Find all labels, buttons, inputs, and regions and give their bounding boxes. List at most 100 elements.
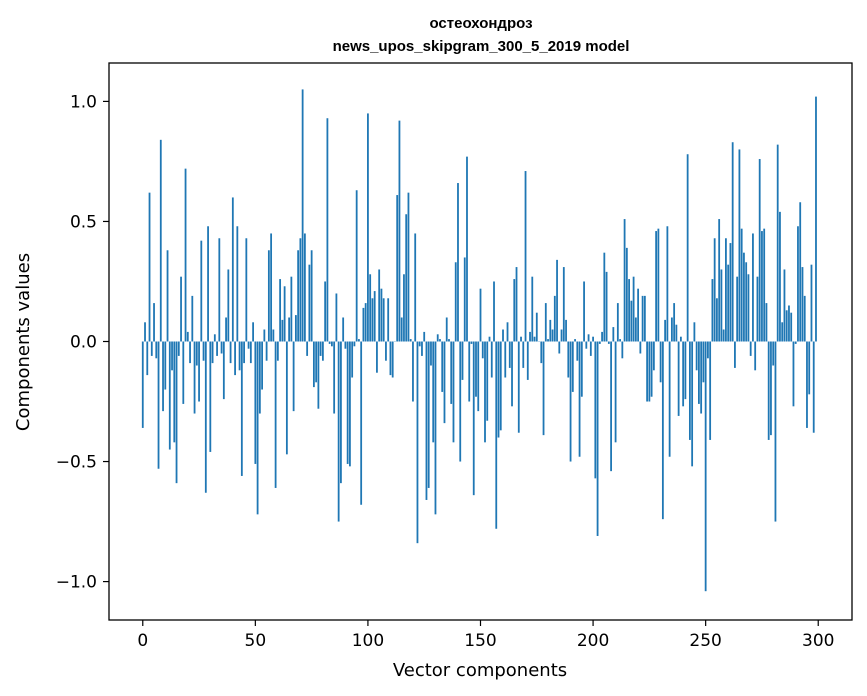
- bar: [211, 341, 214, 364]
- bar: [806, 341, 808, 428]
- bar: [168, 341, 171, 450]
- bar: [249, 341, 252, 364]
- bar: [772, 341, 775, 366]
- bar: [779, 211, 781, 342]
- bar: [247, 341, 250, 349]
- bar: [781, 322, 784, 342]
- bar: [288, 317, 291, 342]
- bar: [792, 341, 795, 407]
- bar: [380, 288, 383, 342]
- bar: [596, 341, 599, 536]
- bar: [652, 341, 655, 371]
- bar: [164, 341, 167, 390]
- chart-titles: остеохондроз news_upos_skipgram_300_5_20…: [333, 15, 630, 55]
- bar: [371, 298, 374, 342]
- bar: [628, 279, 630, 342]
- bar: [520, 336, 522, 342]
- bar: [677, 341, 680, 416]
- bar: [758, 159, 761, 342]
- bar: [171, 341, 173, 371]
- x-tick-label: 200: [577, 631, 609, 651]
- bar: [526, 341, 529, 380]
- bar: [551, 329, 554, 342]
- x-tick-label: 300: [802, 631, 834, 651]
- bar: [443, 341, 446, 424]
- bar: [707, 341, 709, 359]
- bar: [240, 341, 243, 476]
- bar: [790, 312, 793, 342]
- bar: [265, 341, 268, 361]
- bar: [535, 312, 538, 342]
- bar: [209, 341, 212, 452]
- bar: [274, 341, 277, 488]
- bar: [716, 298, 718, 342]
- bar: [220, 341, 223, 354]
- bar: [731, 142, 734, 342]
- bar: [362, 307, 365, 342]
- bar: [578, 341, 581, 457]
- bar: [200, 240, 203, 342]
- bar: [691, 341, 694, 467]
- bar: [502, 329, 504, 342]
- bar: [571, 341, 574, 392]
- bar: [513, 279, 516, 342]
- bar: [159, 139, 162, 342]
- bar: [310, 250, 313, 342]
- bar: [312, 341, 315, 388]
- bar: [815, 96, 817, 342]
- bar: [396, 195, 399, 342]
- bar: [252, 322, 254, 342]
- bar: [673, 303, 676, 342]
- bars: [141, 89, 817, 592]
- bar: [650, 341, 653, 397]
- bar: [607, 341, 610, 344]
- bar: [306, 341, 309, 356]
- bar: [747, 274, 750, 342]
- bar: [682, 341, 685, 407]
- x-axis-ticks: 0 50 100 150 200 250 300: [137, 620, 834, 651]
- bar: [610, 341, 612, 472]
- bar: [261, 341, 263, 390]
- bar: [657, 228, 660, 342]
- bar: [763, 228, 766, 342]
- bar: [499, 341, 502, 431]
- bar: [283, 286, 286, 342]
- bar: [754, 341, 757, 371]
- bar: [544, 303, 547, 342]
- bar: [713, 238, 716, 342]
- bar: [783, 269, 786, 342]
- bar: [725, 238, 727, 342]
- bar: [740, 228, 743, 342]
- x-tick-label: 100: [352, 631, 384, 651]
- bar: [542, 341, 545, 436]
- bar: [454, 262, 457, 342]
- y-tick-label: −0.5: [56, 453, 97, 473]
- bar: [601, 331, 603, 342]
- bar: [294, 315, 297, 342]
- bar: [407, 192, 410, 342]
- bar: [756, 276, 759, 342]
- bar: [427, 341, 430, 488]
- bar: [736, 276, 739, 342]
- bar: [693, 322, 696, 342]
- bar: [794, 341, 797, 344]
- bar: [166, 250, 169, 342]
- bar: [459, 341, 462, 462]
- bar: [812, 341, 815, 433]
- bar: [450, 341, 453, 404]
- bar: [148, 192, 151, 342]
- bar: [340, 341, 342, 484]
- chart-title: остеохондроз: [429, 15, 532, 32]
- bar: [776, 144, 779, 342]
- bar: [666, 226, 669, 342]
- bar: [668, 341, 671, 457]
- bar: [475, 341, 477, 397]
- bar: [569, 341, 572, 462]
- bar: [765, 303, 768, 342]
- bar: [238, 341, 241, 371]
- bar: [376, 341, 378, 373]
- bar: [141, 341, 144, 428]
- bar: [385, 341, 387, 361]
- bar: [369, 274, 372, 342]
